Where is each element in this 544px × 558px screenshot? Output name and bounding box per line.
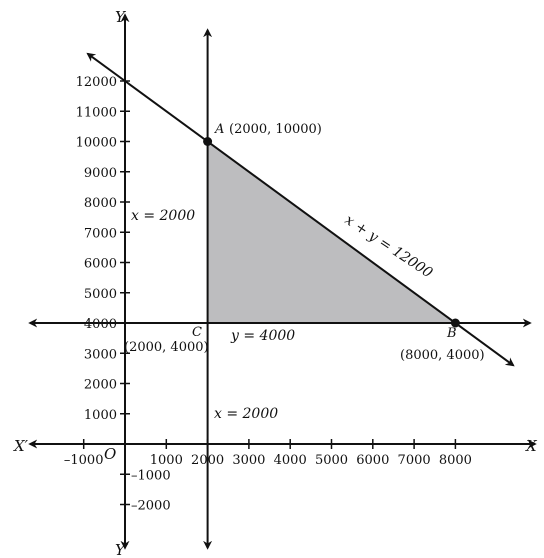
x-tick-label: 4000 xyxy=(274,453,307,468)
y-tick-label: 3000 xyxy=(84,347,117,362)
x-axis-label: X xyxy=(525,437,538,455)
y-tick-label: 10000 xyxy=(76,136,117,151)
label-x-2000-upper: x = 2000 xyxy=(131,208,195,224)
y-tick-label: 11000 xyxy=(76,105,117,120)
vertex-a-coords: (2000, 10000) xyxy=(229,122,322,137)
label-x-2000-lower: x = 2000 xyxy=(214,406,278,422)
y-tick-label: 7000 xyxy=(84,226,117,241)
y-tick-label: –2000 xyxy=(131,499,171,514)
origin-label: O xyxy=(104,445,116,463)
y-tick-label: –1000 xyxy=(131,468,171,483)
x-ticks: –1000 1000 2000 3000 4000 5000 6000 7000 8000 xyxy=(64,439,472,468)
vertex-c-coords: (2000, 4000) xyxy=(124,340,209,355)
vertex-b-coords: (8000, 4000) xyxy=(400,348,485,363)
x-tick-label: 3000 xyxy=(232,453,265,468)
y-tick-label: 8000 xyxy=(84,196,117,211)
x-tick-label: –1000 xyxy=(64,453,104,468)
y-tick-label: 2000 xyxy=(84,378,117,393)
vertex-a-point xyxy=(203,137,213,146)
x-neg-axis-label: X′ xyxy=(13,437,29,455)
y-tick-label: 5000 xyxy=(84,287,117,302)
vertex-b-point xyxy=(450,318,460,328)
x-tick-label: 2000 xyxy=(191,453,224,468)
y-tick-label: 4000 xyxy=(84,317,117,332)
y-tick-label: 6000 xyxy=(84,257,117,272)
vertex-b-name: B xyxy=(446,326,457,341)
y-neg-axis-label: Y′ xyxy=(115,541,129,558)
x-tick-label: 1000 xyxy=(150,453,183,468)
vertex-a-name: A xyxy=(214,122,224,137)
label-y-4000: y = 4000 xyxy=(230,328,295,344)
x-tick-label: 5000 xyxy=(315,453,348,468)
y-tick-label: 9000 xyxy=(84,166,117,181)
y-tick-label: 1000 xyxy=(84,408,117,423)
vertex-c-name: C xyxy=(192,325,202,340)
y-tick-label: 12000 xyxy=(76,75,117,90)
x-tick-label: 6000 xyxy=(356,453,389,468)
y-ticks: 1000 2000 3000 4000 5000 6000 7000 8000 9000 1000… xyxy=(76,75,171,514)
y-axis-label: Y xyxy=(115,8,127,26)
x-tick-label: 7000 xyxy=(398,453,431,468)
x-tick-label: 8000 xyxy=(439,453,472,468)
line-x-plus-y-12000 xyxy=(86,52,515,367)
